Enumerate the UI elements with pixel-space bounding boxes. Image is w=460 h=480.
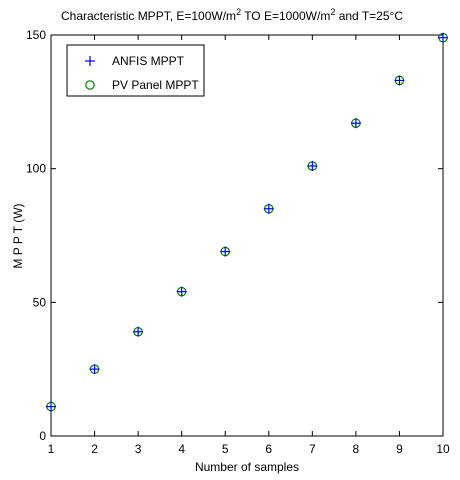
x-axis-label: Number of samples [195,460,299,474]
legend-circle-marker [85,80,95,90]
anfis-point [89,364,100,375]
legend-label-pv: PV Panel MPPT [112,78,199,92]
anfis-point [133,326,144,337]
y-tick-label: 50 [33,295,47,309]
y-axis-label: M P P T (W) [11,203,25,268]
y-tick-label: 150 [26,28,46,42]
data-points [46,32,448,412]
anfis-point [438,32,448,43]
x-tick-label: 2 [91,442,98,456]
anfis-point [394,75,405,86]
anfis-point [176,286,187,297]
legend: ANFIS MPPT PV Panel MPPT [66,44,205,97]
anfis-point [263,203,274,214]
x-tick-label: 5 [222,442,229,456]
legend-plus-marker [85,56,95,66]
anfis-point [46,401,56,412]
x-tick-label: 10 [436,442,450,456]
x-tick-label: 3 [135,442,142,456]
x-tick-label: 6 [265,442,272,456]
x-tick-label: 1 [48,442,55,456]
anfis-point [220,246,231,257]
x-tick-label: 4 [178,442,185,456]
chart-title: Characteristic MPPT, E=100W/m2 TO E=1000… [61,7,403,23]
x-tick-label: 7 [309,442,316,456]
plot-area [50,34,444,437]
x-tick-label: 8 [353,442,360,456]
legend-label-anfis: ANFIS MPPT [112,54,185,68]
y-tick-label: 100 [26,162,46,176]
anfis-point [350,118,361,129]
y-tick-label: 0 [39,429,46,443]
x-tick-label: 9 [396,442,403,456]
anfis-point [307,160,318,171]
legend-box [66,44,205,97]
